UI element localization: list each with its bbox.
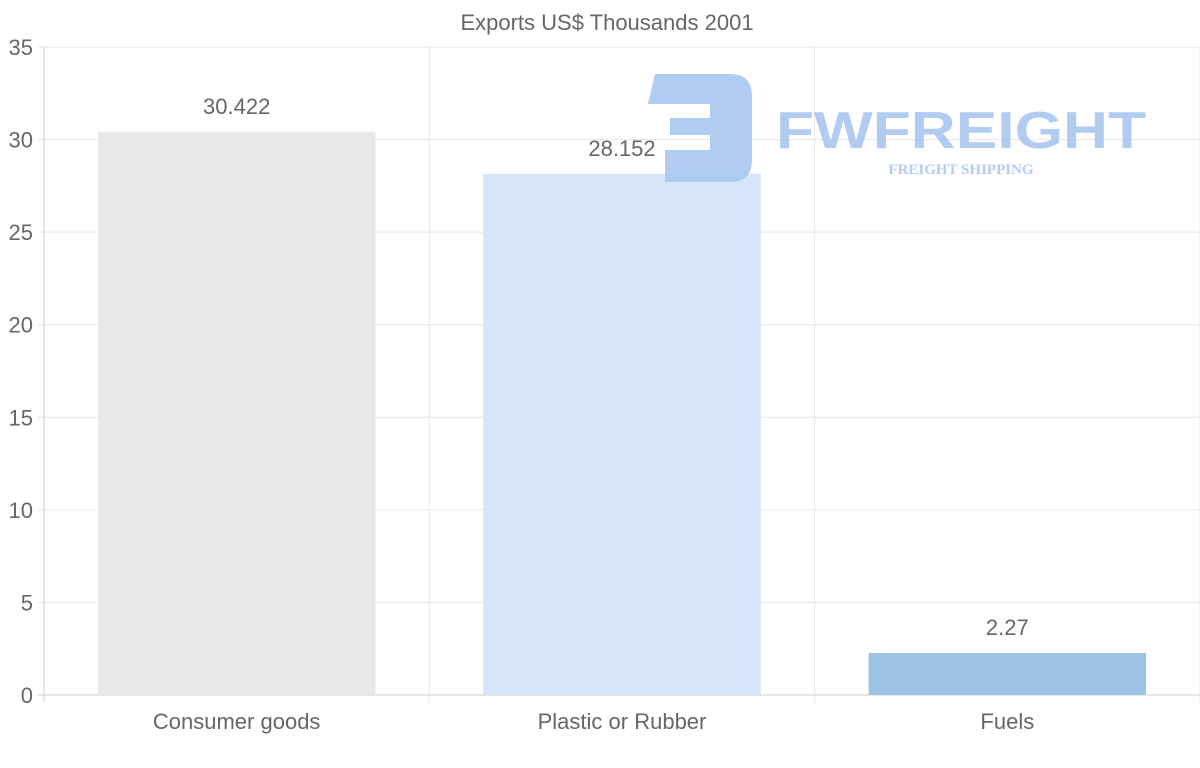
x-tick-label: Consumer goods <box>153 709 321 734</box>
x-tick-label: Plastic or Rubber <box>538 709 707 734</box>
labels: 0 5 10 15 20 25 30 35 30.422 Consumer goods 28.152… <box>9 35 1035 734</box>
y-tick-label: 30 <box>9 128 33 153</box>
y-tick-label: 20 <box>9 313 33 338</box>
data-label: 30.422 <box>203 94 270 119</box>
data-label: 2.27 <box>986 615 1029 640</box>
y-tick-label: 10 <box>9 498 33 523</box>
bar <box>868 652 1147 695</box>
y-tick-label: 5 <box>21 590 33 615</box>
bar <box>97 131 376 695</box>
bar <box>483 173 761 695</box>
logo-brand: FWFREIGHT <box>776 102 1146 160</box>
chart-title: Exports US$ Thousands 2001 <box>460 10 753 35</box>
x-tick-label: Fuels <box>980 709 1034 734</box>
watermark-logo: FWFREIGHT FREIGHT SHIPPING <box>648 74 1146 182</box>
logo-mark-icon <box>648 74 752 182</box>
y-tick-label: 25 <box>9 220 33 245</box>
bars <box>97 131 1147 695</box>
y-tick-label: 15 <box>9 405 33 430</box>
logo-tagline: FREIGHT SHIPPING <box>888 162 1033 178</box>
y-tick-label: 35 <box>9 35 33 60</box>
data-label: 28.152 <box>588 136 655 161</box>
y-tick-label: 0 <box>21 683 33 708</box>
